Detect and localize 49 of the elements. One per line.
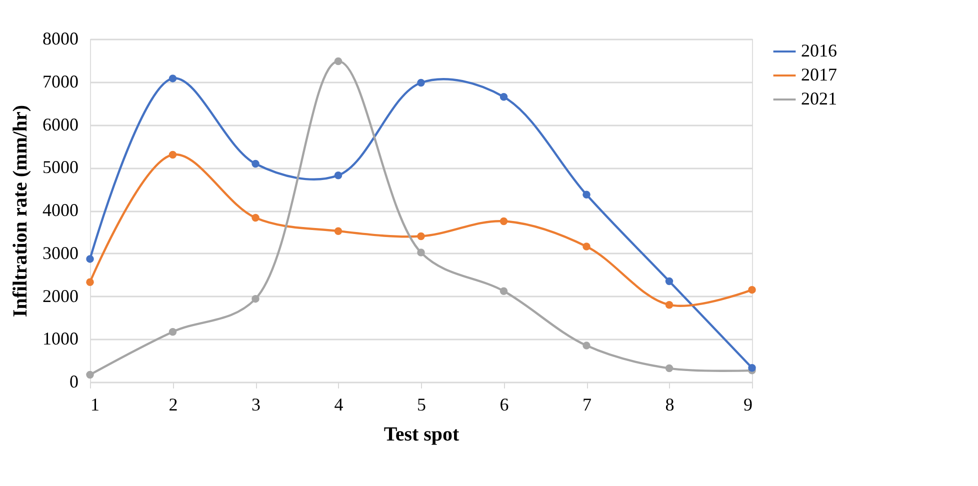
y-tick-label: 3000	[42, 242, 78, 263]
point	[168, 328, 177, 336]
point	[86, 370, 94, 379]
y-tick-label: 2000	[42, 286, 78, 306]
y-tick-label: 7000	[42, 71, 78, 92]
point	[582, 342, 590, 350]
legend-label: 2021	[801, 88, 837, 108]
point	[86, 278, 94, 286]
point	[417, 232, 425, 240]
y-tick-label: 0	[70, 372, 78, 392]
point	[417, 78, 425, 87]
point	[86, 255, 94, 263]
point	[500, 217, 508, 226]
point	[665, 300, 674, 309]
y-tick-label: 5000	[42, 157, 78, 178]
point	[417, 248, 425, 256]
point	[665, 277, 674, 286]
point	[500, 93, 508, 101]
x-tick-label: 2	[168, 394, 178, 414]
x-tick-label: 6	[500, 394, 509, 414]
x-tick-label: 3	[252, 394, 260, 414]
y-axis-title: Infiltration rate (mm/hr)	[10, 104, 32, 318]
point	[665, 364, 674, 372]
point	[582, 242, 590, 250]
y-tick-label: 1000	[42, 328, 78, 349]
point	[252, 214, 260, 222]
legend-label: 2016	[801, 40, 837, 60]
x-tick-label: 1	[90, 394, 100, 414]
point	[334, 227, 342, 235]
point	[252, 160, 260, 168]
x-tick-label: 5	[417, 394, 426, 414]
point	[748, 286, 756, 294]
point	[748, 364, 756, 372]
point	[168, 150, 177, 159]
x-tick-label: 7	[582, 394, 592, 414]
x-tick-label: 4	[334, 394, 344, 414]
y-tick-label: 8000	[42, 28, 78, 48]
point	[582, 190, 590, 198]
x-axis-title: Test spot	[384, 424, 460, 446]
x-tick-label: 9	[744, 394, 752, 414]
point	[500, 287, 508, 295]
legend-label: 2017	[801, 64, 837, 84]
y-tick-label: 6000	[42, 114, 78, 134]
point	[334, 57, 342, 66]
x-tick-label: 8	[665, 394, 674, 414]
point	[334, 171, 342, 180]
y-tick-label: 4000	[42, 200, 78, 220]
point	[252, 294, 260, 303]
point	[168, 74, 177, 82]
